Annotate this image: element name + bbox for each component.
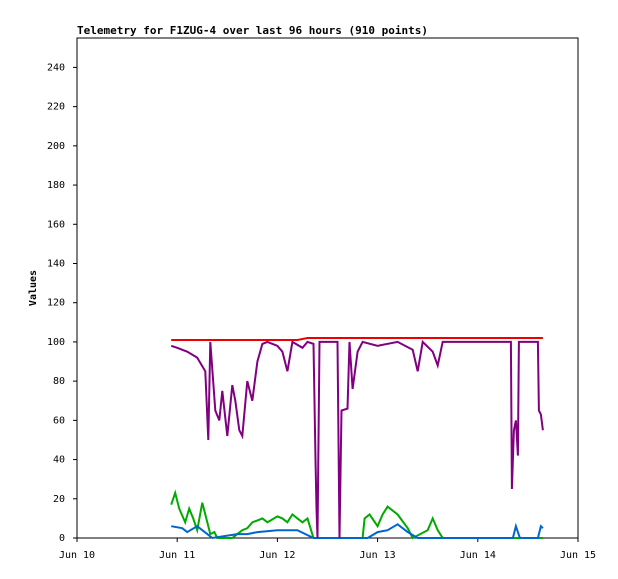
line-series [171, 337, 543, 341]
line-series [170, 339, 544, 539]
y-tick-label: 120 [47, 298, 65, 309]
plot-frame [76, 37, 579, 539]
y-tick-label: 240 [47, 62, 65, 73]
x-tick-label: Jun 14 [460, 550, 496, 561]
chart-title: Telemetry for F1ZUG-4 over last 96 hours… [77, 24, 428, 37]
y-tick-label: 180 [47, 180, 65, 191]
y-tick-label: 200 [47, 141, 65, 152]
x-tick-label: Jun 13 [360, 550, 396, 561]
line-series [170, 489, 543, 540]
x-tick-label: Jun 10 [59, 550, 95, 561]
y-tick-label: 20 [53, 494, 65, 505]
y-tick-label: 160 [47, 219, 65, 230]
y-axis-label: Values [28, 270, 39, 306]
x-tick-label: Jun 15 [560, 550, 596, 561]
x-tick-label: Jun 11 [159, 550, 195, 561]
y-tick-label: 100 [47, 337, 65, 348]
y-tick-label: 40 [53, 455, 65, 466]
y-tick-label: 80 [53, 376, 65, 387]
line-series [171, 522, 544, 540]
x-tick-label: Jun 12 [259, 550, 295, 561]
y-tick-label: 140 [47, 258, 65, 269]
y-tick-label: 0 [59, 533, 65, 544]
y-tick-label: 220 [47, 102, 65, 113]
y-tick-label: 60 [53, 415, 65, 426]
